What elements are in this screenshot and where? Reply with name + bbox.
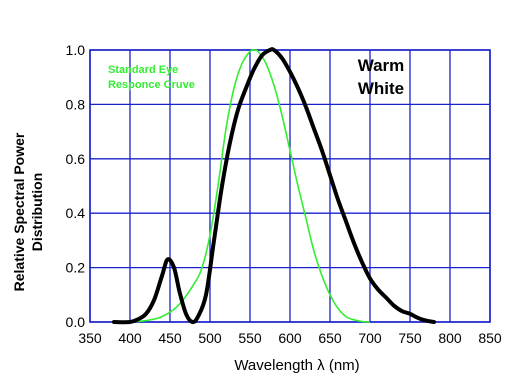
warm-white-label-line-2: White — [358, 79, 404, 98]
x-tick-label: 850 — [478, 330, 502, 346]
x-tick-label: 500 — [198, 330, 222, 346]
eye-response-label-line-2: Responce Cruve — [108, 79, 195, 91]
y-tick-label: 0.0 — [66, 314, 86, 330]
y-axis-label-line-1: Relative Spectral Power — [11, 132, 27, 291]
series-line-warm-white — [112, 47, 436, 325]
y-tick-label: 0.2 — [66, 260, 86, 276]
y-tick-label: 1.0 — [66, 42, 86, 58]
x-tick-label: 750 — [398, 330, 422, 346]
warm-white-label-line-1: Warm — [358, 56, 405, 75]
x-tick-label: 400 — [118, 330, 142, 346]
warm-white-annotation: Warm White — [358, 56, 405, 98]
y-tick-labels: 0.0 0.2 0.4 0.6 0.8 1.0 — [66, 42, 86, 330]
x-tick-label: 650 — [318, 330, 342, 346]
x-tick-label: 350 — [78, 330, 102, 346]
grid — [89, 49, 491, 323]
y-tick-label: 0.6 — [66, 151, 86, 167]
x-axis-label: Wavelength λ (nm) — [234, 357, 359, 374]
y-tick-label: 0.4 — [66, 205, 86, 221]
x-tick-labels: 350 400 450 500 550 600 650 700 750 800 850 — [78, 330, 502, 346]
eye-response-label-line-1: Standard Eye — [108, 64, 178, 76]
eye-response-annotation: Standard Eye Responce Cruve — [108, 64, 195, 91]
x-tick-label: 600 — [278, 330, 302, 346]
plot-border — [89, 49, 491, 323]
x-tick-label: 450 — [158, 330, 182, 346]
y-axis-label-line-2: Distribution — [29, 173, 45, 252]
y-tick-label: 0.8 — [66, 96, 86, 112]
series-layer — [112, 47, 436, 325]
x-tick-label: 700 — [358, 330, 382, 346]
x-tick-label: 550 — [238, 330, 262, 346]
x-tick-label: 800 — [438, 330, 462, 346]
